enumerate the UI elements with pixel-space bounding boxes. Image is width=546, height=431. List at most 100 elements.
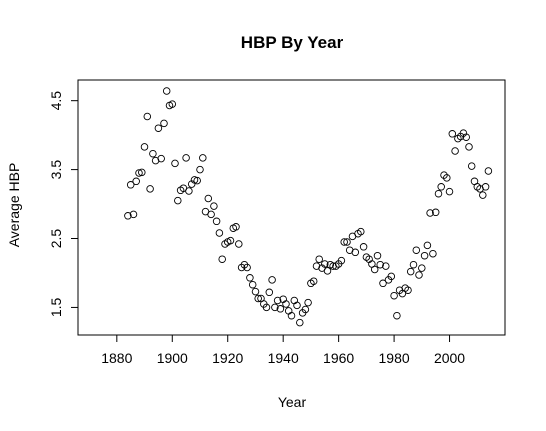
data-point [246, 274, 254, 282]
data-point [240, 260, 249, 269]
data-point [268, 276, 276, 284]
data-point [143, 112, 152, 121]
y-tick-label: 1.5 [48, 297, 64, 317]
data-point [215, 229, 224, 237]
x-tick-label: 1980 [379, 350, 410, 366]
data-point [196, 165, 204, 174]
data-point [387, 272, 396, 281]
data-point [312, 262, 321, 270]
data-point [315, 255, 323, 263]
data-point [418, 264, 426, 272]
data-point [193, 176, 201, 185]
y-axis-label: Average HBP [6, 163, 22, 248]
data-point [243, 263, 251, 272]
data-point [162, 87, 171, 95]
data-point [409, 260, 418, 269]
data-point [467, 162, 476, 170]
chart-title: HBP By Year [241, 33, 344, 52]
data-point [135, 169, 143, 177]
data-point [199, 154, 207, 162]
data-point [226, 236, 235, 245]
data-point [451, 147, 459, 155]
data-point [124, 212, 132, 220]
data-point [132, 177, 140, 186]
data-point [431, 208, 440, 217]
data-point [210, 202, 218, 210]
data-point [154, 124, 163, 132]
x-tick-label: 1900 [157, 350, 188, 366]
data-point [271, 303, 279, 312]
data-point [287, 311, 296, 320]
data-point [171, 159, 179, 168]
data-point [440, 171, 448, 179]
data-point [420, 251, 429, 260]
data-point [370, 265, 379, 274]
data-point [462, 133, 470, 141]
data-point [296, 318, 304, 327]
data-point [168, 100, 177, 108]
data-point [293, 301, 301, 310]
data-point [309, 277, 318, 285]
data-point [434, 189, 443, 198]
data-point [129, 210, 138, 219]
data-point [479, 191, 487, 199]
x-axis-label: Year [278, 394, 307, 410]
data-point [160, 119, 168, 128]
data-point [390, 291, 398, 300]
y-tick-label: 4.5 [48, 91, 64, 111]
x-tick-label: 1920 [212, 350, 243, 366]
data-point [262, 303, 271, 312]
data-points [124, 87, 493, 327]
data-point [265, 288, 274, 297]
data-point [337, 256, 346, 265]
data-point [254, 294, 262, 303]
data-point [140, 143, 149, 151]
data-point [146, 185, 154, 193]
data-point [445, 187, 454, 196]
data-point [251, 287, 260, 296]
data-point [351, 248, 360, 257]
data-point [204, 194, 213, 203]
data-point [357, 227, 365, 236]
data-point [207, 210, 215, 219]
data-point [423, 241, 432, 250]
x-tick-label: 2000 [434, 350, 465, 366]
data-point [448, 130, 457, 138]
data-point [218, 255, 226, 263]
data-point [429, 249, 437, 258]
data-point [323, 267, 332, 275]
data-point [376, 260, 384, 269]
data-point [343, 238, 351, 246]
data-point [379, 279, 387, 288]
data-point [282, 300, 290, 308]
data-point [443, 174, 451, 182]
data-point [481, 183, 490, 191]
data-point [340, 238, 348, 246]
data-point [373, 251, 382, 260]
data-point [185, 187, 193, 195]
x-tick-label: 1960 [323, 350, 354, 366]
data-point [415, 271, 423, 279]
data-point [412, 246, 421, 254]
data-point [484, 167, 493, 175]
x-tick-label: 1880 [101, 350, 132, 366]
data-point [157, 154, 165, 163]
data-point [235, 240, 243, 248]
data-point [276, 305, 285, 313]
data-point [437, 183, 445, 191]
data-point [393, 311, 401, 320]
data-point [232, 223, 240, 231]
data-point [301, 305, 310, 314]
data-point [426, 209, 434, 217]
y-tick-label: 3.5 [48, 160, 64, 180]
data-point [382, 262, 390, 270]
data-point [138, 168, 146, 177]
data-point [126, 181, 135, 189]
y-axis: 1.5 2.5 3.5 4.5 [48, 91, 79, 317]
data-point [273, 296, 282, 305]
data-point [406, 267, 415, 276]
x-axis: 1880 1900 1920 1940 1960 1980 2000 [101, 334, 465, 366]
y-tick-label: 2.5 [48, 229, 64, 249]
